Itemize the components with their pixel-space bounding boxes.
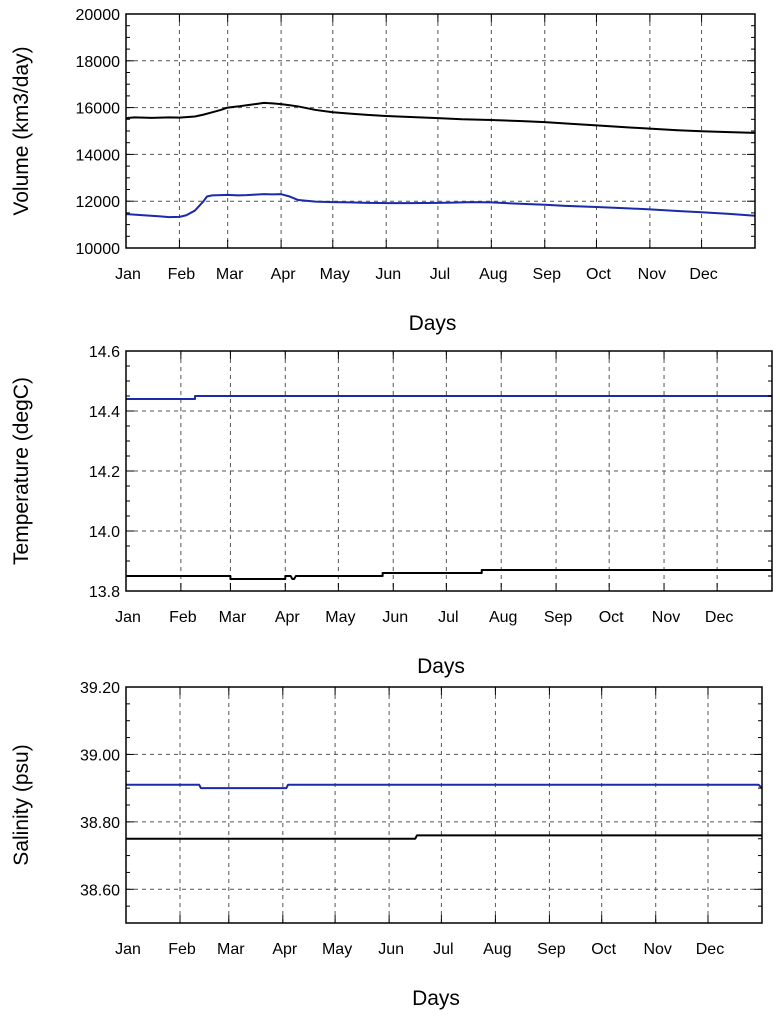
y-axis-title: Temperature (degC) — [10, 377, 33, 565]
x-tick-label: Mar — [216, 266, 244, 283]
x-tick-label: Mar — [217, 941, 245, 958]
y-tick-label: 38.60 — [80, 882, 120, 899]
salinity-series-1 — [126, 783, 763, 790]
x-tick-label: Apr — [272, 941, 298, 958]
x-tick-label: Aug — [479, 266, 507, 283]
x-tick-label: Oct — [586, 266, 611, 283]
x-tick-label: Nov — [652, 609, 680, 626]
x-tick-label: Nov — [643, 941, 671, 958]
x-tick-label: Aug — [489, 609, 517, 626]
x-tick-label: Jan — [115, 609, 141, 626]
x-tick-label: Feb — [169, 609, 197, 626]
temperature-series-2 — [126, 569, 772, 580]
y-tick-label: 13.8 — [89, 584, 120, 601]
y-tick-label: 14000 — [76, 147, 121, 164]
x-tick-label: Apr — [271, 266, 297, 283]
x-tick-label: Sep — [544, 609, 573, 626]
x-tick-label: Oct — [599, 609, 624, 626]
y-tick-label: 38.80 — [80, 815, 120, 832]
x-tick-label: Jan — [115, 266, 141, 283]
y-tick-label: 10000 — [76, 241, 121, 258]
x-tick-label: Oct — [591, 941, 616, 958]
volume-panel: 10000 12000 14000 16000 18000 20000 Jan Feb Mar A… — [10, 7, 756, 335]
volume-series-1 — [125, 101, 756, 134]
temperature-series-1 — [126, 395, 772, 400]
y-tick-label: 20000 — [76, 7, 121, 24]
y-tick-label: 39.00 — [80, 747, 120, 764]
y-tick-label: 14.2 — [89, 464, 120, 481]
y-axis-title: Salinity (psu) — [10, 744, 33, 865]
x-tick-label: Jun — [382, 609, 408, 626]
x-tick-label: Sep — [533, 266, 562, 283]
y-axis-title: Volume (km3/day) — [10, 46, 33, 215]
x-tick-label: May — [322, 941, 352, 958]
x-tick-label: May — [325, 609, 355, 626]
plot-frame — [125, 13, 756, 249]
x-axis-title: Days — [409, 312, 457, 335]
y-tick-label: 12000 — [76, 194, 121, 211]
x-tick-label: Jan — [115, 941, 141, 958]
x-tick-label: Sep — [537, 941, 566, 958]
temperature-panel: 13.8 14.0 14.2 14.4 14.6 Jan Feb Mar Apr May Jun Ju… — [10, 344, 773, 678]
x-tick-label: Jul — [430, 266, 450, 283]
x-tick-label: Apr — [275, 609, 301, 626]
x-tick-label: Nov — [638, 266, 666, 283]
y-tick-label: 14.4 — [89, 404, 120, 421]
x-axis-title: Days — [417, 655, 465, 678]
x-axis-title: Days — [412, 987, 460, 1010]
x-tick-label: Feb — [168, 266, 196, 283]
x-tick-label: Jun — [378, 941, 404, 958]
volume-series-2 — [125, 193, 756, 219]
plot-frame — [125, 686, 763, 924]
y-tick-label: 14.0 — [89, 524, 120, 541]
salinity-panel: 38.60 38.80 39.00 39.20 Jan Feb Mar Apr May Jun Ju… — [10, 680, 763, 1010]
x-tick-label: Mar — [219, 609, 247, 626]
y-tick-label: 16000 — [76, 101, 121, 118]
x-tick-label: Feb — [168, 941, 196, 958]
x-tick-label: Dec — [696, 941, 724, 958]
x-tick-label: May — [320, 266, 350, 283]
x-tick-label: Dec — [689, 266, 717, 283]
y-tick-label: 18000 — [76, 54, 121, 71]
y-tick-label: 39.20 — [80, 680, 120, 697]
x-tick-label: Jul — [433, 941, 453, 958]
y-tick-label: 14.6 — [89, 344, 120, 361]
x-tick-label: Jul — [438, 609, 458, 626]
x-tick-label: Dec — [705, 609, 733, 626]
x-tick-label: Jun — [375, 266, 401, 283]
salinity-series-2 — [126, 834, 762, 840]
x-tick-label: Aug — [483, 941, 511, 958]
